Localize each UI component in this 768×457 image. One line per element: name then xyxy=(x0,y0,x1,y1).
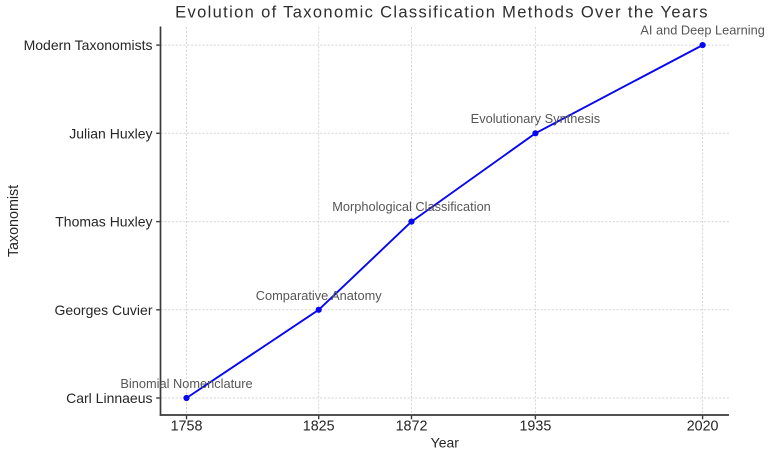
svg-text:Comparative Anatomy: Comparative Anatomy xyxy=(256,288,382,303)
svg-text:Evolutionary Synthesis: Evolutionary Synthesis xyxy=(471,111,600,126)
svg-text:Year: Year xyxy=(431,435,460,451)
svg-text:Carl Linnaeus: Carl Linnaeus xyxy=(66,390,152,406)
svg-text:Modern Taxonomists: Modern Taxonomists xyxy=(24,37,153,53)
svg-text:Morphological Classification: Morphological Classification xyxy=(332,199,491,214)
svg-text:AI and Deep Learning: AI and Deep Learning xyxy=(640,22,765,37)
svg-text:Georges Cuvier: Georges Cuvier xyxy=(54,302,152,318)
svg-text:1935: 1935 xyxy=(519,419,551,435)
svg-text:1758: 1758 xyxy=(171,419,203,435)
svg-text:2020: 2020 xyxy=(687,419,719,435)
svg-text:1872: 1872 xyxy=(396,419,428,435)
svg-text:Julian Huxley: Julian Huxley xyxy=(69,125,152,141)
svg-text:Evolution of Taxonomic Classif: Evolution of Taxonomic Classification Me… xyxy=(175,3,709,21)
svg-text:Thomas Huxley: Thomas Huxley xyxy=(55,214,152,230)
svg-text:Binomial Nomenclature: Binomial Nomenclature xyxy=(120,376,252,391)
svg-text:Taxonomist: Taxonomist xyxy=(6,185,22,257)
svg-text:1825: 1825 xyxy=(303,419,335,435)
